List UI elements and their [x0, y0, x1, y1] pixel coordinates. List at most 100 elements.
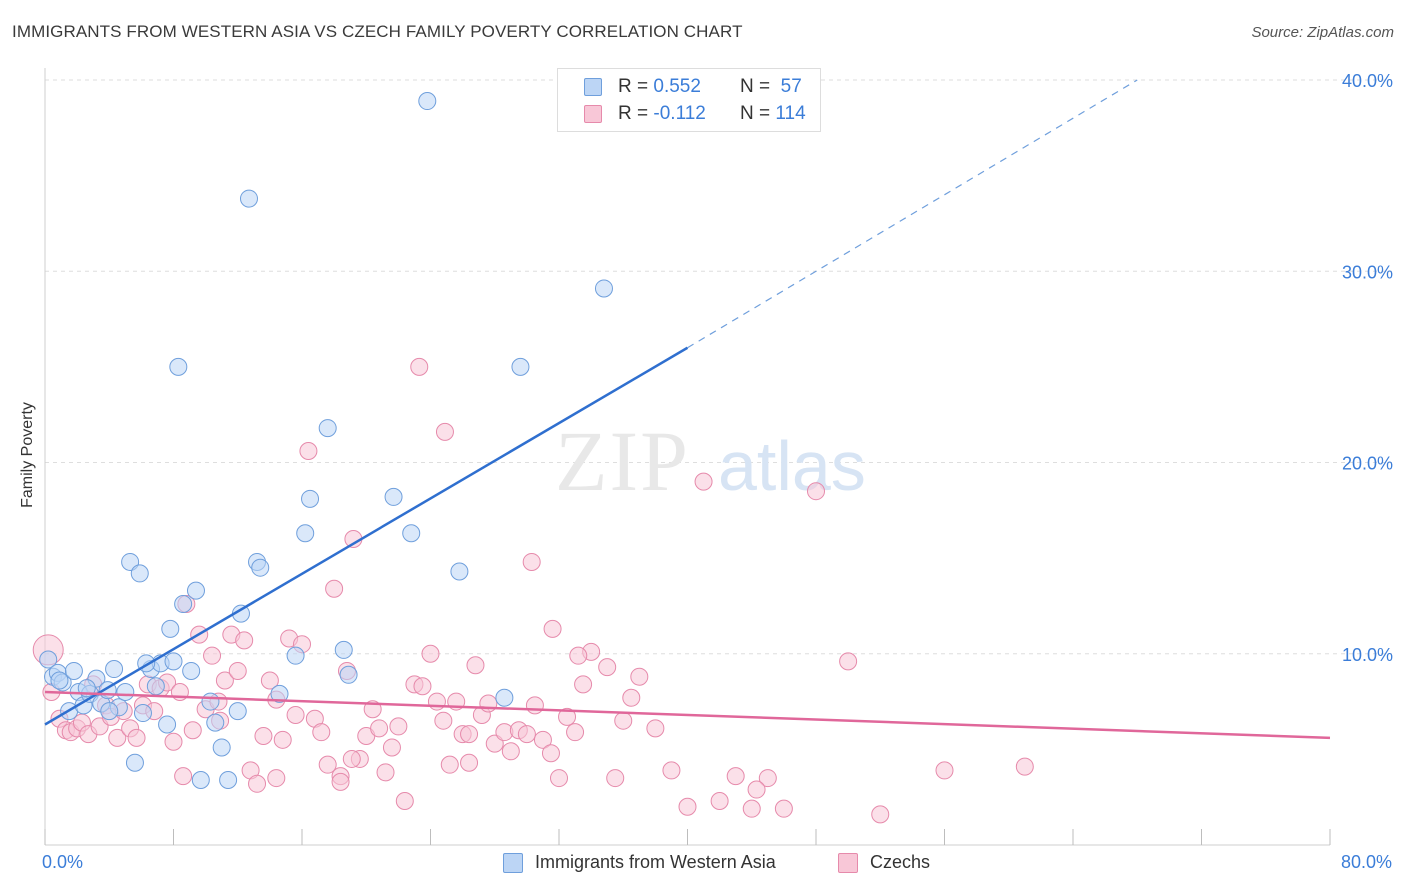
- point-western-asia: [206, 713, 225, 732]
- trend-line-czechs: [44, 690, 1331, 740]
- legend-n-value: 114: [775, 103, 806, 124]
- watermark-zip: ZIP: [555, 413, 690, 509]
- point-western-asia: [191, 770, 210, 789]
- point-western-asia: [133, 704, 152, 723]
- point-western-asia: [161, 619, 180, 638]
- point-czechs: [331, 772, 350, 791]
- point-czechs: [466, 656, 485, 675]
- point-czechs: [678, 797, 697, 816]
- point-czechs: [248, 774, 267, 793]
- stats-legend: R = 0.552 N = 57 R = -0.112 N = 114: [557, 68, 821, 132]
- point-czechs: [558, 707, 577, 726]
- point-western-asia: [450, 562, 469, 581]
- point-western-asia: [121, 552, 140, 571]
- point-czechs: [312, 723, 331, 742]
- point-czechs: [260, 671, 279, 690]
- point-czechs: [606, 769, 625, 788]
- point-western-asia: [301, 489, 320, 508]
- point-czechs: [541, 744, 560, 763]
- point-western-asia: [511, 357, 530, 376]
- y-tick-label: 30.0%: [1342, 262, 1393, 282]
- point-western-asia: [384, 487, 403, 506]
- point-western-asia: [146, 677, 165, 696]
- point-western-asia: [219, 770, 238, 789]
- point-czechs: [479, 694, 498, 713]
- point-western-asia: [182, 661, 201, 680]
- point-czechs: [646, 719, 665, 738]
- point-czechs: [871, 805, 890, 824]
- point-czechs: [694, 472, 713, 491]
- point-western-asia: [334, 640, 353, 659]
- y-tick-label: 10.0%: [1342, 645, 1393, 665]
- point-czechs: [183, 721, 202, 740]
- point-czechs: [435, 422, 454, 441]
- point-czechs: [254, 726, 273, 745]
- trend-line-western-asia-extension: [687, 79, 1138, 349]
- point-czechs: [935, 761, 954, 780]
- legend-n-label: N =: [739, 76, 771, 97]
- point-czechs: [267, 769, 286, 788]
- point-western-asia: [105, 660, 124, 679]
- point-czechs: [566, 723, 585, 742]
- point-western-asia: [130, 564, 149, 583]
- point-czechs: [434, 711, 453, 730]
- point-czechs: [774, 799, 793, 818]
- point-western-asia: [174, 595, 193, 614]
- x-tick-label-max: 80.0%: [1340, 852, 1392, 872]
- point-czechs: [228, 661, 247, 680]
- point-czechs: [174, 767, 193, 786]
- point-czechs: [550, 769, 568, 788]
- point-czechs: [325, 579, 344, 598]
- point-czechs: [410, 357, 429, 376]
- y-tick-labels: 10.0% 20.0% 30.0% 40.0%: [1342, 71, 1393, 665]
- bottom-legend-label-czechs: Czechs: [870, 852, 931, 872]
- data-points: [32, 92, 1034, 824]
- point-czechs: [839, 652, 858, 671]
- point-western-asia: [64, 661, 83, 680]
- point-western-asia: [164, 652, 183, 671]
- point-western-asia: [339, 665, 358, 684]
- point-czechs: [1015, 757, 1034, 776]
- point-western-asia: [212, 738, 231, 757]
- point-czechs: [662, 761, 681, 780]
- point-western-asia: [201, 692, 220, 711]
- bottom-legend-western-asia: Immigrants from Western Asia: [503, 852, 776, 873]
- axes: [44, 68, 1331, 846]
- point-czechs: [747, 780, 766, 799]
- point-western-asia: [402, 524, 421, 543]
- point-western-asia: [594, 279, 613, 298]
- legend-row-czechs: R = -0.112 N = 114: [584, 102, 806, 126]
- point-western-asia: [100, 702, 119, 721]
- legend-r-label: R =: [618, 76, 649, 97]
- point-western-asia: [495, 688, 514, 707]
- point-western-asia: [228, 702, 247, 721]
- bottom-legend-swatch-western-asia: [503, 852, 523, 873]
- chart-title: IMMIGRANTS FROM WESTERN ASIA VS CZECH FA…: [12, 22, 743, 41]
- watermark: ZIP atlas: [555, 413, 866, 509]
- point-czechs: [569, 646, 588, 665]
- point-czechs: [342, 749, 361, 768]
- point-czechs: [460, 753, 479, 772]
- point-czechs: [413, 677, 432, 696]
- y-tick-label: 40.0%: [1342, 71, 1393, 91]
- point-western-asia: [169, 357, 188, 376]
- legend-row-western-asia: R = 0.552 N = 57: [584, 75, 802, 99]
- point-czechs: [389, 717, 408, 736]
- point-czechs: [574, 675, 593, 694]
- legend-n-value: 57: [780, 76, 802, 97]
- point-czechs: [710, 792, 729, 811]
- point-western-asia: [158, 715, 177, 734]
- legend-r-value: 0.552: [653, 76, 701, 97]
- point-czechs: [758, 769, 777, 788]
- point-czechs: [622, 688, 641, 707]
- trend-line-western-asia: [44, 346, 689, 726]
- point-czechs: [807, 482, 825, 501]
- point-czechs: [533, 730, 552, 749]
- point-czechs: [501, 742, 520, 761]
- point-czechs: [598, 658, 617, 677]
- bottom-legend-czechs: Czechs: [838, 852, 930, 873]
- point-czechs: [273, 730, 292, 749]
- point-czechs: [370, 719, 389, 738]
- point-western-asia: [239, 189, 258, 208]
- legend-r-label: R =: [618, 103, 649, 124]
